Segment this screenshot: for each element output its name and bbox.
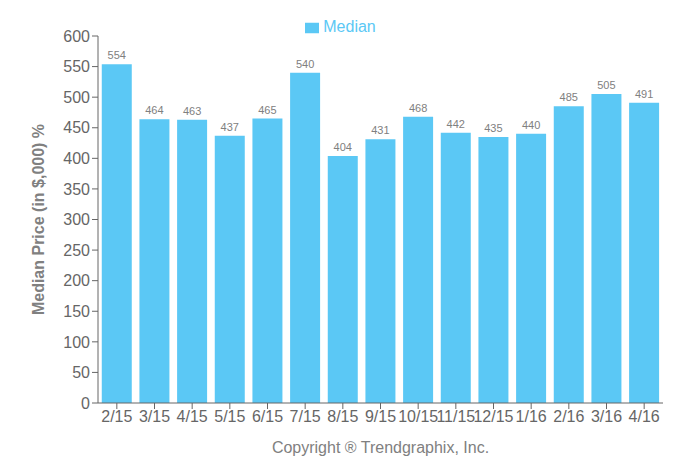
svg-text:300: 300 <box>63 211 90 228</box>
svg-text:400: 400 <box>63 150 90 167</box>
svg-text:550: 550 <box>63 58 90 75</box>
svg-text:442: 442 <box>447 118 465 130</box>
svg-text:491: 491 <box>635 88 653 100</box>
svg-text:4/16: 4/16 <box>629 408 660 425</box>
svg-text:9/15: 9/15 <box>365 408 396 425</box>
svg-text:7/15: 7/15 <box>290 408 321 425</box>
svg-text:350: 350 <box>63 181 90 198</box>
svg-text:540: 540 <box>296 58 314 70</box>
svg-text:5/15: 5/15 <box>214 408 245 425</box>
svg-text:485: 485 <box>560 91 578 103</box>
svg-text:Median Price (in $,000) %: Median Price (in $,000) % <box>30 124 47 315</box>
svg-text:2/15: 2/15 <box>101 408 132 425</box>
svg-text:505: 505 <box>597 79 615 91</box>
svg-text:437: 437 <box>221 121 239 133</box>
svg-text:150: 150 <box>63 303 90 320</box>
html-text:Median: Median <box>323 18 376 35</box>
svg-text:3/15: 3/15 <box>139 408 170 425</box>
svg-text:12/15: 12/15 <box>473 408 513 425</box>
svg-text:6/15: 6/15 <box>252 408 283 425</box>
svg-text:440: 440 <box>522 119 540 131</box>
svg-text:2/16: 2/16 <box>553 408 584 425</box>
svg-text:463: 463 <box>183 105 201 117</box>
svg-text:11/15: 11/15 <box>436 408 475 425</box>
svg-text:250: 250 <box>63 242 90 259</box>
svg-text:1/16: 1/16 <box>516 408 547 425</box>
svg-text:200: 200 <box>63 272 90 289</box>
svg-text:404: 404 <box>334 141 352 153</box>
svg-text:465: 465 <box>258 104 276 116</box>
svg-text:431: 431 <box>371 124 389 136</box>
svg-text:3/16: 3/16 <box>591 408 622 425</box>
svg-text:450: 450 <box>63 119 90 136</box>
svg-text:100: 100 <box>63 334 90 351</box>
svg-text:500: 500 <box>63 89 90 106</box>
svg-text:8/15: 8/15 <box>327 408 358 425</box>
svg-text:554: 554 <box>108 49 126 61</box>
svg-text:0: 0 <box>81 395 90 412</box>
svg-text:435: 435 <box>484 122 502 134</box>
svg-text:10/15: 10/15 <box>398 408 438 425</box>
svg-text:464: 464 <box>145 104 163 116</box>
svg-text:600: 600 <box>63 28 90 45</box>
svg-text:4/15: 4/15 <box>177 408 208 425</box>
svg-text:Copyright ® Trendgraphix, Inc.: Copyright ® Trendgraphix, Inc. <box>272 439 489 456</box>
svg-text:468: 468 <box>409 102 427 114</box>
svg-text:50: 50 <box>72 364 90 381</box>
